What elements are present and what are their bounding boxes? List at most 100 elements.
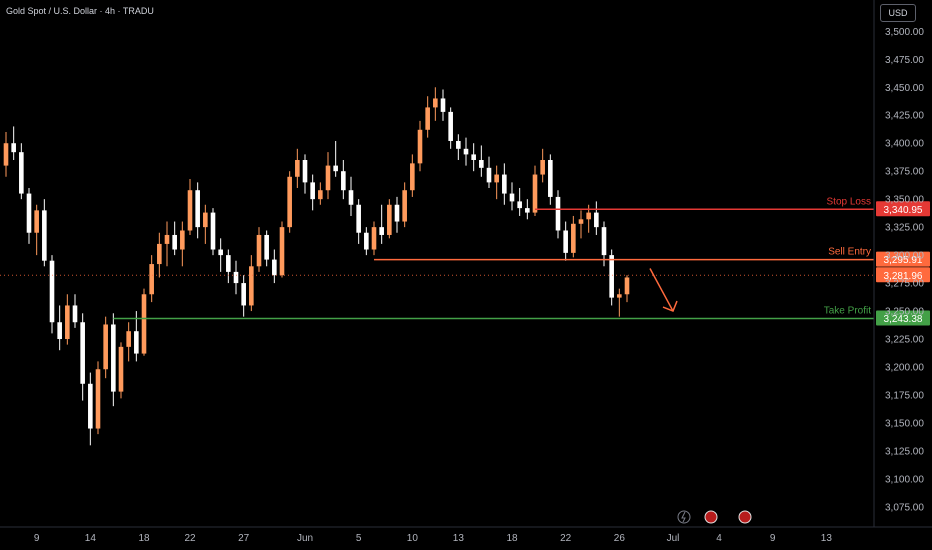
candle-body	[195, 190, 200, 228]
event-icons[interactable]	[677, 510, 752, 524]
x-tick-label: 9	[770, 533, 776, 544]
candle	[3, 132, 9, 177]
candle	[356, 199, 361, 244]
candle-body	[555, 196, 561, 231]
candle	[402, 182, 407, 228]
candle	[578, 210, 584, 239]
candle-body	[624, 277, 630, 295]
candle-body	[272, 259, 277, 276]
level-price-label: 3,340.95	[884, 205, 923, 216]
candle	[264, 230, 269, 267]
candle-body	[425, 107, 430, 130]
candle	[34, 204, 39, 256]
y-tick-label: 3,375.00	[885, 167, 924, 178]
x-tick-label: Jul	[667, 533, 680, 544]
candle	[624, 275, 630, 303]
x-tick-label: 14	[85, 533, 97, 544]
candle	[532, 165, 538, 216]
candle	[95, 361, 101, 435]
currency-button[interactable]: USD	[880, 4, 916, 22]
x-tick-label: 22	[184, 533, 196, 544]
candle	[617, 288, 622, 317]
candle	[19, 143, 24, 200]
candle	[563, 221, 568, 261]
candle-body	[157, 243, 162, 265]
y-tick-label: 3,425.00	[885, 111, 924, 122]
candle-body	[226, 255, 231, 272]
x-tick-label: 26	[614, 533, 626, 544]
candle	[302, 154, 308, 194]
candle-body	[180, 230, 185, 250]
candle	[195, 182, 200, 239]
x-tick-label: 9	[34, 533, 40, 544]
candle-body	[241, 283, 246, 306]
candle	[456, 134, 461, 161]
candle-body	[11, 143, 16, 153]
candle	[164, 221, 170, 267]
candle-body	[141, 294, 147, 354]
candle	[517, 187, 522, 216]
candle	[525, 199, 530, 220]
candle	[594, 201, 599, 235]
x-tick-label: 18	[138, 533, 150, 544]
candle-body	[210, 212, 216, 250]
candle	[149, 255, 154, 303]
candle-body	[42, 210, 47, 261]
x-tick-label: 5	[356, 533, 362, 544]
candle-body	[394, 204, 400, 222]
candle-body	[333, 165, 338, 172]
candle	[295, 148, 300, 188]
y-tick-label: 3,275.00	[885, 279, 924, 290]
candle-body	[509, 193, 515, 202]
candle	[387, 199, 392, 239]
candle-body	[479, 160, 484, 168]
candle-body	[26, 193, 32, 233]
y-tick-label: 3,500.00	[885, 27, 924, 38]
down-arrow-head	[662, 300, 678, 313]
candle	[126, 322, 131, 362]
candle	[141, 288, 147, 356]
y-tick-label: 3,475.00	[885, 55, 924, 66]
candle	[42, 199, 47, 267]
y-tick-label: 3,250.00	[885, 307, 924, 318]
candle-body	[448, 111, 453, 141]
x-tick-label: 10	[407, 533, 419, 544]
us-flag-event-icon-2[interactable]	[738, 510, 752, 524]
candle	[318, 182, 323, 205]
candle	[341, 160, 346, 200]
candle-body	[548, 160, 553, 197]
candle-body	[279, 227, 285, 276]
y-tick-label: 3,100.00	[885, 474, 924, 485]
candle	[65, 294, 70, 345]
candle-body	[364, 232, 369, 250]
lightning-icon[interactable]	[677, 510, 691, 524]
candle-body	[310, 182, 315, 200]
candle	[601, 221, 607, 267]
candle	[134, 311, 139, 362]
candle	[571, 215, 576, 258]
candle-body	[149, 264, 154, 295]
chart-title: Gold Spot / U.S. Dollar · 4h · TRADU	[6, 6, 154, 16]
candle	[379, 204, 384, 244]
candle	[479, 145, 484, 177]
current-price-tag	[876, 267, 930, 283]
candle-body	[302, 160, 308, 183]
level-name: Stop Loss	[827, 196, 871, 207]
candle	[226, 249, 231, 284]
candle	[249, 255, 254, 312]
candle	[394, 196, 400, 233]
candle-body	[601, 227, 607, 256]
candle	[241, 275, 246, 317]
candle-body	[57, 322, 62, 340]
candle-body	[19, 152, 24, 194]
us-flag-event-icon[interactable]	[704, 510, 718, 524]
candle-body	[517, 201, 522, 209]
y-tick-label: 3,350.00	[885, 195, 924, 206]
level-price-label: 3,295.91	[884, 255, 923, 266]
candle	[425, 96, 430, 138]
candle-body	[586, 212, 591, 220]
candle	[548, 154, 553, 205]
candle-body	[402, 190, 407, 222]
candle	[609, 249, 614, 306]
